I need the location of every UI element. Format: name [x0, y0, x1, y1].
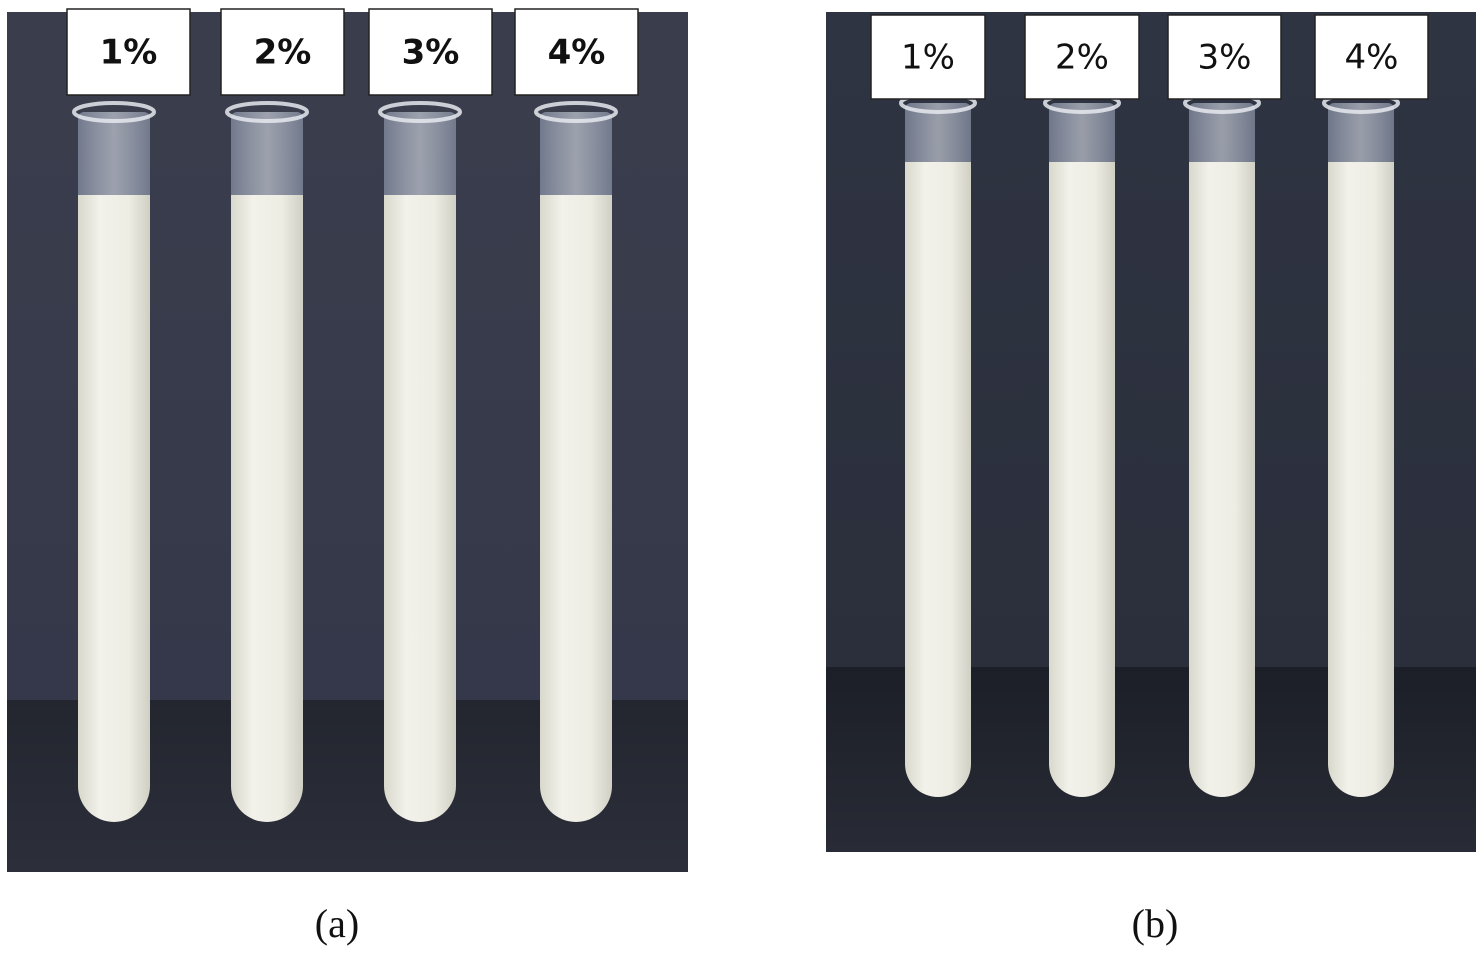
tube-glass	[78, 112, 150, 205]
test-tube	[1049, 162, 1115, 797]
tube-label: 4%	[1345, 38, 1399, 78]
panel-caption: (b)	[1132, 901, 1179, 946]
label-box	[514, 8, 639, 96]
label-box	[66, 8, 191, 96]
label-box	[870, 14, 986, 100]
test-tube	[905, 162, 971, 797]
tube-label: 1%	[100, 33, 158, 73]
tube-glass	[231, 112, 303, 205]
tube-glass	[384, 112, 456, 205]
test-tube	[540, 195, 612, 822]
test-tube	[384, 195, 456, 822]
tube-glass	[1189, 103, 1255, 172]
tube-glass	[540, 112, 612, 205]
tube-rim	[72, 101, 156, 123]
tube-label: 4%	[548, 33, 606, 73]
panel-caption: (a)	[315, 901, 359, 946]
test-tube	[231, 195, 303, 822]
test-tube	[1328, 162, 1394, 797]
tube-rim	[378, 101, 462, 123]
tube-rim	[534, 101, 618, 123]
test-tube	[1189, 162, 1255, 797]
label-box	[220, 8, 345, 96]
tube-rim	[225, 101, 309, 123]
tube-label: 3%	[1198, 38, 1252, 78]
tube-label: 1%	[901, 38, 955, 78]
label-box	[1167, 14, 1282, 100]
label-box	[1314, 14, 1429, 100]
test-tube	[78, 195, 150, 822]
tube-glass	[905, 103, 971, 172]
tube-label: 3%	[402, 33, 460, 73]
tube-label: 2%	[254, 33, 312, 73]
tube-glass	[1328, 103, 1394, 172]
tube-label: 2%	[1055, 38, 1109, 78]
label-box	[368, 8, 493, 96]
tube-glass	[1049, 103, 1115, 172]
label-box	[1024, 14, 1140, 100]
